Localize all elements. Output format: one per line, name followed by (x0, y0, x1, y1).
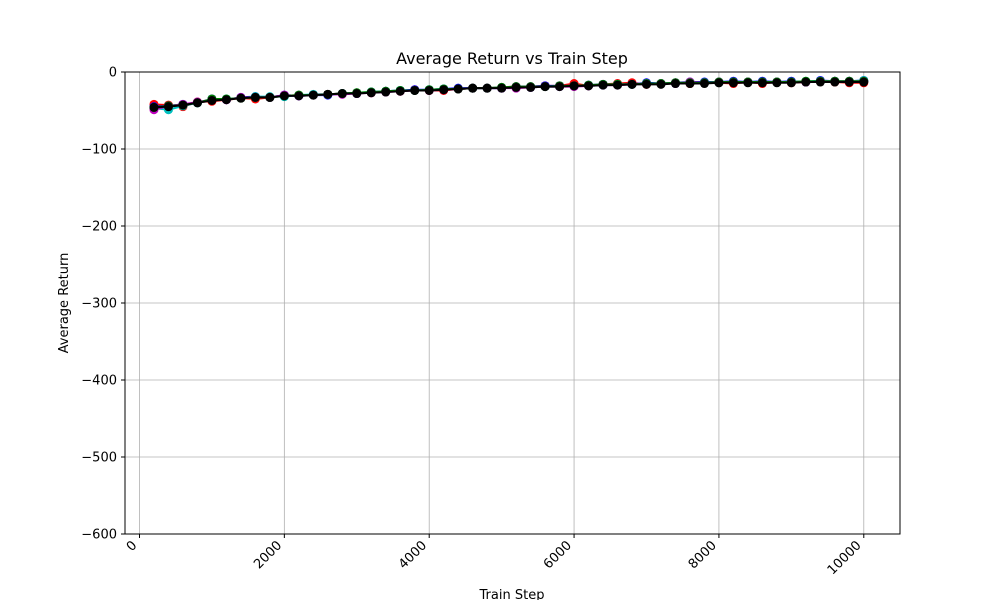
data-point (656, 79, 666, 89)
data-point (236, 93, 246, 103)
data-point (352, 89, 362, 99)
data-point (844, 77, 854, 87)
data-point (482, 83, 492, 93)
data-point (366, 88, 376, 98)
data-point (207, 95, 217, 105)
data-point (192, 98, 202, 108)
y-tick-label: −300 (81, 297, 117, 312)
data-point (453, 84, 463, 94)
data-point (757, 78, 767, 88)
data-point (424, 85, 434, 95)
data-point (410, 85, 420, 95)
y-tick-label: −400 (81, 374, 117, 389)
data-point (279, 91, 289, 101)
data-point (598, 80, 608, 90)
data-point (728, 78, 738, 88)
x-axis-label: Train Step (479, 588, 545, 600)
data-point (337, 89, 347, 99)
data-point (627, 79, 637, 89)
data-point (540, 82, 550, 92)
y-tick-label: −500 (81, 451, 117, 466)
data-point (323, 89, 333, 99)
series-5 (149, 77, 869, 112)
data-point (830, 77, 840, 87)
y-tick-label: −100 (81, 143, 117, 158)
data-point (221, 95, 231, 105)
chart-title: Average Return vs Train Step (396, 49, 628, 68)
data-point (584, 81, 594, 91)
data-point (250, 92, 260, 102)
y-tick-label: −200 (81, 220, 117, 235)
data-point (714, 78, 724, 88)
data-point (178, 100, 188, 110)
data-point (265, 92, 275, 102)
data-point (555, 82, 565, 92)
data-point (395, 86, 405, 96)
data-point (699, 79, 709, 89)
data-point (381, 87, 391, 97)
series-layer (149, 75, 869, 115)
data-point (308, 90, 318, 100)
data-point (294, 91, 304, 101)
data-point (743, 78, 753, 88)
data-point (526, 82, 536, 92)
data-point (670, 79, 680, 89)
data-point (772, 78, 782, 88)
data-point (439, 85, 449, 95)
data-point (641, 79, 651, 89)
y-tick-label: 0 (109, 66, 117, 81)
data-point (859, 77, 869, 87)
data-point (497, 83, 507, 93)
data-point (685, 79, 695, 89)
data-point (511, 82, 521, 92)
y-axis-label: Average Return (57, 253, 72, 354)
data-point (786, 78, 796, 88)
data-point (149, 102, 159, 112)
y-tick-label: −600 (81, 528, 117, 543)
data-point (163, 102, 173, 112)
data-point (569, 81, 579, 91)
data-point (468, 83, 478, 93)
data-point (613, 80, 623, 90)
data-point (815, 77, 825, 87)
data-point (801, 77, 811, 87)
